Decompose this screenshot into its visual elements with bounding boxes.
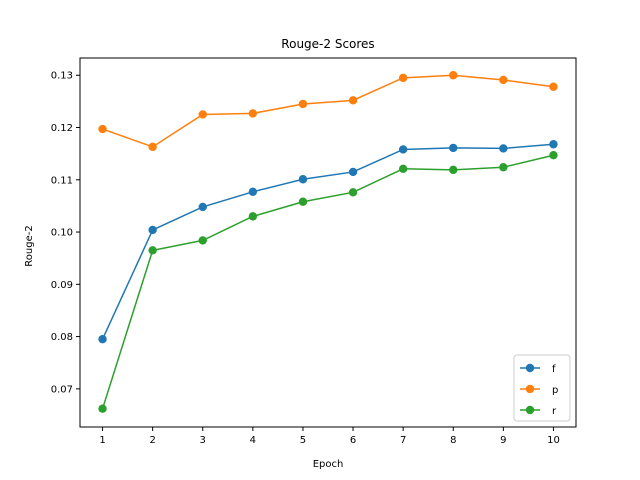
data-point-r — [449, 165, 458, 175]
series-r — [98, 151, 558, 413]
x-tick-label: 7 — [400, 435, 406, 446]
data-point-f — [398, 145, 408, 154]
axis-ticks: 1 2 3 4 5 6 7 8 9 10 0.07 0.08 0.09 0.10 0.11 0.12 0.13 — [51, 71, 560, 446]
data-point-p — [298, 99, 308, 109]
data-point-p — [549, 82, 558, 91]
series-f — [98, 140, 558, 344]
legend-item-f: f — [520, 363, 556, 375]
y-tick-label: 0.10 — [51, 228, 73, 239]
legend-box — [513, 354, 571, 422]
data-point-p — [348, 96, 358, 105]
y-tick-label: 0.09 — [51, 280, 73, 291]
series-p — [98, 71, 558, 152]
data-point-r — [499, 163, 508, 172]
x-tick-label: 10 — [547, 435, 560, 446]
x-tick-label: 1 — [99, 435, 105, 446]
y-tick-label: 0.07 — [51, 384, 73, 395]
data-point-p — [248, 109, 258, 118]
y-tick-label: 0.12 — [51, 123, 73, 134]
data-point-f — [348, 167, 358, 177]
x-axis-label: Epoch — [313, 459, 344, 470]
data-point-r — [398, 164, 408, 174]
data-point-r — [348, 188, 358, 197]
data-point-r — [148, 246, 157, 255]
data-point-f — [148, 225, 157, 235]
y-tick-label: 0.11 — [51, 175, 73, 186]
plot-frame — [79, 57, 577, 428]
data-point-f — [98, 334, 107, 344]
data-point-p — [449, 71, 458, 80]
data-point-r — [298, 197, 308, 206]
data-point-f — [198, 202, 207, 212]
y-tick-label: 0.08 — [51, 332, 73, 343]
legend-item-p: p — [520, 384, 558, 396]
y-axis-label: Rouge-2 — [24, 225, 35, 266]
data-point-p — [198, 110, 207, 119]
x-tick-label: 4 — [250, 435, 256, 446]
data-point-p — [398, 73, 408, 83]
x-tick-label: 3 — [200, 435, 206, 446]
data-point-r — [198, 236, 207, 245]
x-tick-label: 6 — [350, 435, 356, 446]
legend-label: f — [552, 364, 556, 375]
legend: fpr — [513, 354, 571, 422]
chart-title: Rouge-2 Scores — [281, 37, 374, 51]
series-group — [98, 71, 558, 413]
data-point-f — [298, 175, 308, 184]
data-point-p — [98, 124, 107, 134]
legend-item-r: r — [520, 405, 557, 417]
series-line-r — [101, 154, 554, 409]
data-point-f — [549, 140, 558, 149]
legend-label: p — [552, 385, 558, 396]
legend-label: r — [552, 406, 557, 417]
data-point-p — [148, 142, 157, 152]
x-tick-label: 5 — [300, 435, 306, 446]
data-point-r — [98, 404, 107, 413]
series-line-p — [102, 74, 554, 148]
data-point-f — [499, 144, 508, 153]
legend-swatch-marker — [525, 405, 535, 415]
y-tick-label: 0.13 — [51, 71, 73, 82]
data-point-f — [449, 143, 458, 153]
legend-swatch-marker — [525, 363, 535, 373]
data-point-p — [499, 75, 508, 85]
data-point-r — [248, 212, 258, 221]
data-point-f — [248, 187, 258, 197]
series-line-f — [101, 143, 554, 340]
x-tick-label: 8 — [450, 435, 456, 446]
legend-swatch-marker — [525, 384, 535, 394]
x-tick-label: 2 — [149, 435, 155, 446]
x-tick-label: 9 — [500, 435, 506, 446]
data-point-r — [549, 151, 558, 160]
